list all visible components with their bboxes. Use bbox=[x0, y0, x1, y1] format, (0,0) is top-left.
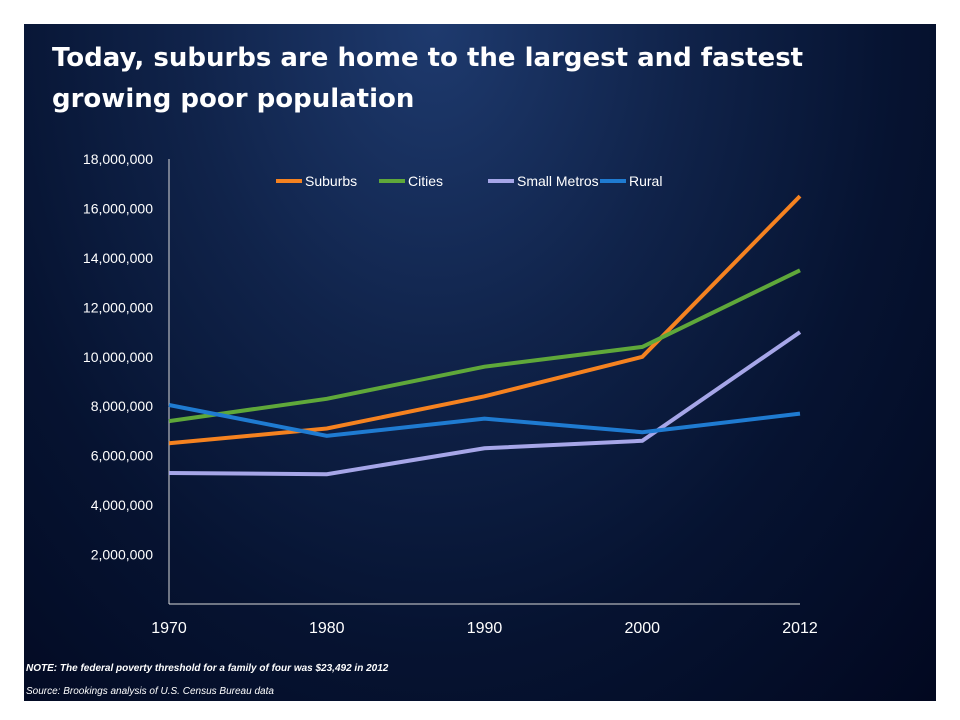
series-lines bbox=[168, 194, 802, 477]
y-axis-ticks: 2,000,000 4,000,000 6,000,000 8,000,000 10,0… bbox=[83, 151, 153, 563]
x-tick-label: 2012 bbox=[782, 620, 818, 637]
chart-legend: Suburbs Cities Small Metros Rural bbox=[276, 173, 662, 189]
source-note: Source: Brookings analysis of U.S. Censu… bbox=[26, 686, 274, 697]
y-tick-label: 8,000,000 bbox=[91, 398, 153, 414]
series-line-suburbs bbox=[168, 194, 802, 446]
slide: Today, suburbs are home to the largest a… bbox=[24, 24, 936, 701]
legend-label: Suburbs bbox=[305, 173, 357, 189]
y-tick-label: 2,000,000 bbox=[91, 547, 153, 563]
x-tick-label: 1970 bbox=[151, 620, 187, 637]
slide-title: Today, suburbs are home to the largest a… bbox=[52, 43, 804, 114]
y-tick-label: 14,000,000 bbox=[83, 250, 153, 266]
series-line-rural bbox=[168, 403, 801, 438]
series-line-cities bbox=[168, 268, 801, 424]
chart-axes bbox=[168, 159, 800, 605]
y-tick-label: 4,000,000 bbox=[91, 497, 153, 513]
y-tick-label: 6,000,000 bbox=[91, 448, 153, 464]
y-tick-label: 12,000,000 bbox=[83, 299, 153, 315]
x-axis-ticks: 1970 1980 1990 2000 2012 bbox=[151, 620, 818, 637]
legend-label: Small Metros bbox=[517, 173, 599, 189]
legend-label: Cities bbox=[408, 173, 443, 189]
x-tick-label: 1990 bbox=[467, 620, 503, 637]
x-tick-label: 1980 bbox=[309, 620, 345, 637]
y-tick-label: 10,000,000 bbox=[83, 349, 153, 365]
footnote: NOTE: The federal poverty threshold for … bbox=[26, 663, 389, 674]
x-tick-label: 2000 bbox=[624, 620, 660, 637]
y-tick-label: 18,000,000 bbox=[83, 151, 153, 167]
y-tick-label: 16,000,000 bbox=[83, 200, 153, 216]
legend-label: Rural bbox=[629, 173, 662, 189]
line-chart: 2,000,000 4,000,000 6,000,000 8,000,000 10,0… bbox=[83, 151, 818, 637]
series-line-small-metros bbox=[168, 330, 802, 477]
